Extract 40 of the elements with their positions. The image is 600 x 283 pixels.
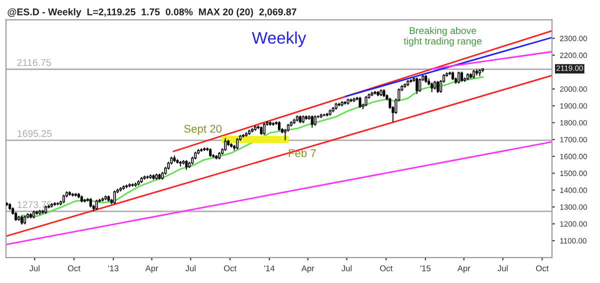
candlestick bbox=[224, 138, 227, 152]
x-tick-label: Oct bbox=[536, 265, 549, 272]
candlestick bbox=[358, 96, 362, 108]
candlestick bbox=[278, 120, 280, 132]
candlestick bbox=[185, 160, 188, 170]
x-tick-label: Apr bbox=[145, 265, 158, 273]
candlestick bbox=[364, 96, 368, 107]
annotation: Feb 7 bbox=[288, 148, 316, 158]
x-tick-label: '14 bbox=[264, 265, 275, 272]
x-tick-label: Oct bbox=[380, 265, 393, 272]
x-tick-label: Jul bbox=[186, 265, 196, 272]
candlestick bbox=[310, 114, 314, 128]
candlestick bbox=[416, 76, 418, 94]
x-tick-label: Jul bbox=[498, 265, 508, 272]
candlestick bbox=[262, 122, 266, 136]
candlestick bbox=[436, 80, 440, 94]
candlestick bbox=[458, 71, 460, 84]
ref-line-label: 2116.75 bbox=[17, 59, 51, 66]
candlestick bbox=[460, 71, 464, 82]
annotation: Sept 20 bbox=[184, 124, 222, 135]
x-tick-label: Jul bbox=[29, 265, 40, 272]
annotation: Breaking above tight trading range bbox=[404, 26, 482, 46]
candlestick bbox=[284, 128, 286, 141]
x-tick-label: Apr bbox=[457, 265, 470, 273]
candlestick bbox=[113, 190, 116, 205]
candlestick bbox=[89, 198, 92, 208]
x-tick-label: '15 bbox=[420, 265, 431, 272]
x-tick-label: Jul bbox=[342, 265, 352, 272]
x-tick-label: Oct bbox=[68, 265, 80, 272]
candlestick bbox=[236, 138, 239, 150]
candlestick bbox=[418, 78, 422, 92]
candlestick bbox=[314, 114, 316, 126]
x-tick-label: Oct bbox=[224, 265, 236, 272]
ref-line-label: 1695.25 bbox=[18, 130, 52, 138]
chart-subtitle: @ES.D - Weekly L=2,119.25 1.75 0.08% MAX 20 (20) 2,069.87 bbox=[8, 8, 296, 18]
candlestick bbox=[95, 199, 98, 210]
candlestick bbox=[430, 82, 434, 93]
x-tick-label: Apr bbox=[301, 265, 314, 273]
x-tick-label: '13 bbox=[108, 265, 118, 272]
text: Weekly bbox=[252, 32, 306, 48]
